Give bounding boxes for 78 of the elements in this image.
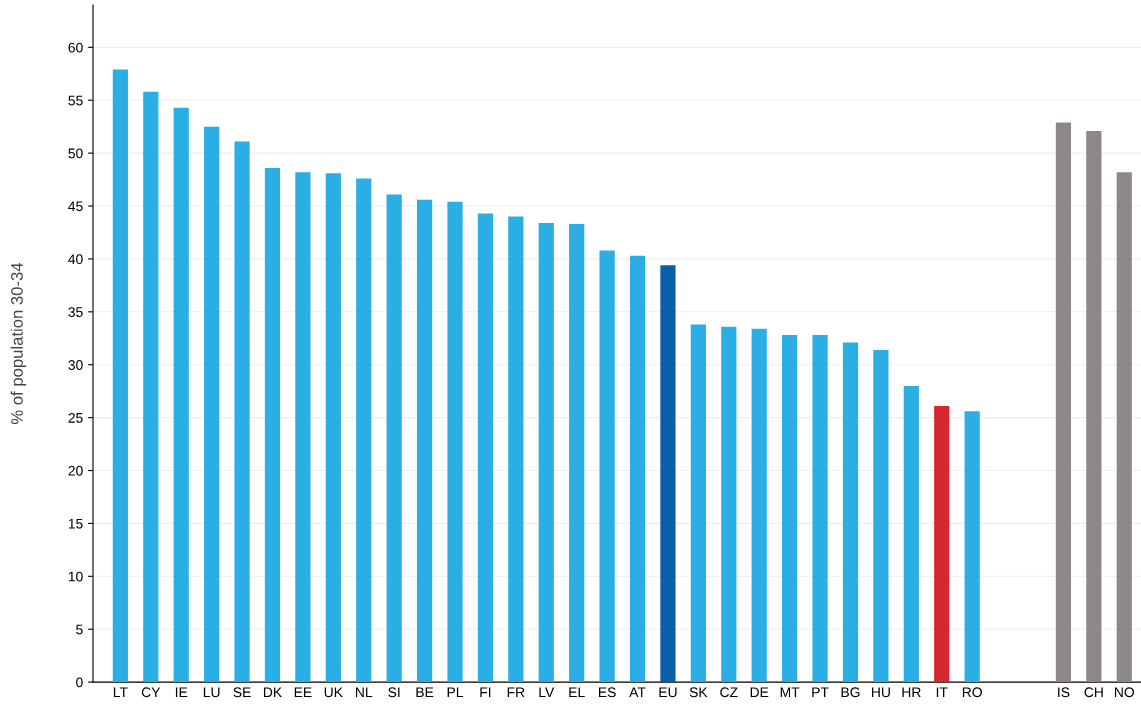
bar	[782, 335, 798, 683]
x-tick-label: SK	[689, 687, 708, 698]
bar	[112, 69, 128, 683]
x-tick-label: BG	[841, 687, 860, 698]
x-tick-label: LV	[539, 687, 555, 698]
x-tick-label: PT	[812, 687, 829, 698]
bar	[356, 178, 372, 683]
bar	[508, 216, 524, 683]
x-tick-label: DK	[263, 687, 282, 698]
bar	[204, 126, 220, 683]
x-tick-label: CY	[141, 687, 161, 698]
y-tick-label: 25	[68, 412, 83, 423]
x-tick-label: UK	[324, 687, 343, 698]
bar	[234, 141, 250, 683]
x-tick-label: RO	[962, 687, 982, 698]
bar	[721, 326, 737, 683]
x-tick-label: DE	[750, 687, 769, 698]
bar	[812, 335, 828, 683]
y-tick-label: 55	[68, 95, 83, 106]
bar	[1086, 130, 1102, 683]
y-tick-label: 50	[68, 148, 83, 159]
x-tick-label: IS	[1058, 687, 1070, 698]
y-axis-title: % of population 30-34	[10, 262, 27, 425]
bar	[416, 199, 433, 683]
x-tick-label: EL	[569, 687, 585, 698]
y-tick-label: 15	[68, 518, 83, 529]
y-tick-label: 45	[68, 201, 83, 212]
bar	[629, 255, 646, 683]
x-tick-label: NL	[356, 687, 373, 698]
bar	[934, 405, 950, 683]
x-tick-label: CH	[1084, 687, 1103, 698]
x-tick-label: BE	[416, 687, 434, 698]
y-tick-label: 40	[68, 254, 83, 265]
bar	[599, 250, 615, 683]
bar	[173, 107, 189, 683]
x-tick-label: PL	[447, 687, 464, 698]
x-tick-label: EE	[294, 687, 312, 698]
y-tick-label: 10	[68, 571, 83, 582]
bar	[325, 173, 341, 683]
x-tick-label: IT	[936, 687, 948, 698]
x-tick-label: HU	[872, 687, 890, 698]
bar	[143, 91, 159, 683]
x-tick-label: EU	[659, 687, 677, 698]
x-tick-label: IE	[175, 687, 188, 698]
x-tick-label: SI	[388, 687, 400, 698]
bar	[903, 385, 919, 683]
y-tick-label: 0	[76, 677, 83, 688]
bar	[569, 224, 585, 683]
bar	[751, 328, 767, 683]
bar	[1055, 122, 1072, 683]
bar	[477, 213, 494, 683]
bar	[1116, 172, 1132, 683]
x-tick-label: MT	[780, 687, 800, 698]
bar	[964, 411, 980, 683]
x-tick-label: ES	[598, 687, 616, 698]
bar	[538, 222, 554, 683]
y-tick-label: 35	[68, 307, 83, 317]
bar	[690, 324, 706, 683]
bar	[873, 349, 889, 683]
bar	[295, 172, 311, 683]
x-tick-label: SE	[233, 687, 251, 698]
bar	[386, 194, 402, 683]
x-tick-label: FR	[507, 687, 525, 698]
x-tick-label: CZ	[720, 687, 738, 698]
y-tick-label: 60	[68, 42, 83, 53]
x-tick-label: LU	[203, 687, 220, 698]
y-tick-label: 30	[68, 360, 83, 370]
bar	[447, 201, 463, 683]
bar	[842, 342, 859, 683]
x-tick-label: AT	[629, 687, 646, 698]
x-tick-label: NO	[1114, 687, 1135, 698]
x-tick-label: FI	[480, 687, 491, 698]
x-tick-label: LT	[113, 687, 128, 698]
y-tick-label: 5	[76, 624, 83, 635]
x-tick-label: HR	[902, 687, 921, 698]
bar	[660, 265, 676, 683]
y-tick-label: 20	[68, 465, 83, 476]
bar	[264, 167, 281, 683]
